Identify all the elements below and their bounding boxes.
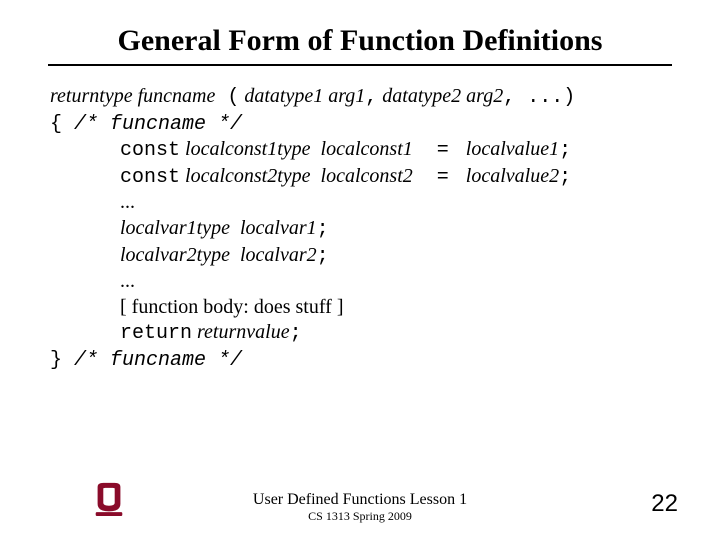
arg2: arg2 bbox=[461, 85, 503, 107]
funcname: funcname bbox=[133, 85, 216, 107]
page-number: 22 bbox=[651, 490, 678, 518]
arg1: arg1 bbox=[323, 85, 365, 107]
localvar2-line: localvar2type localvar2; bbox=[50, 243, 670, 270]
lv2-name: localvar2 bbox=[230, 244, 317, 266]
code-block: returntype funcname ( datatype1 arg1, da… bbox=[0, 66, 720, 374]
dots1: ... bbox=[50, 190, 670, 216]
slide: General Form of Function Definitions ret… bbox=[0, 0, 720, 540]
lv2-type: localvar2type bbox=[120, 244, 230, 266]
const2-type: localconst2type bbox=[180, 165, 311, 187]
return-semi: ; bbox=[290, 322, 302, 345]
localvar1-line: localvar1type localvar1; bbox=[50, 216, 670, 243]
const1-name: localconst1 bbox=[311, 138, 413, 160]
const2-name: localconst2 bbox=[311, 165, 413, 187]
body-stmt: [ function body: does stuff ] bbox=[50, 295, 670, 321]
lv1-semi: ; bbox=[317, 218, 329, 241]
footer: User Defined Functions Lesson 1 CS 1313 … bbox=[0, 491, 720, 524]
const1-line: const localconst1type localconst1 = loca… bbox=[50, 137, 670, 164]
comment-close: /* funcname */ bbox=[62, 349, 242, 372]
lv1-name: localvar1 bbox=[230, 217, 317, 239]
const1-eq: = bbox=[413, 139, 461, 162]
dots2: ... bbox=[50, 269, 670, 295]
return-val: returnvalue bbox=[192, 321, 290, 343]
open-brace: { bbox=[50, 113, 62, 136]
footer-line2: CS 1313 Spring 2009 bbox=[0, 509, 720, 524]
comment-open: /* funcname */ bbox=[62, 113, 242, 136]
const-kw: const bbox=[120, 139, 180, 162]
const2-eq: = bbox=[413, 166, 461, 189]
returntype: returntype bbox=[50, 85, 133, 107]
comma1: , bbox=[365, 86, 377, 109]
return-line: return returnvalue; bbox=[50, 320, 670, 347]
lv1-type: localvar1type bbox=[120, 217, 230, 239]
const1-type: localconst1type bbox=[180, 138, 311, 160]
footer-line1: User Defined Functions Lesson 1 bbox=[0, 491, 720, 509]
paren-open: ( bbox=[215, 86, 239, 109]
close-brace: } bbox=[50, 349, 62, 372]
const-kw: const bbox=[120, 166, 180, 189]
signature-line: returntype funcname ( datatype1 arg1, da… bbox=[50, 84, 670, 111]
return-kw: return bbox=[120, 322, 192, 345]
const1-val: localvalue1 bbox=[461, 138, 559, 160]
const2-semi: ; bbox=[559, 166, 571, 189]
close-brace-line: } /* funcname */ bbox=[50, 347, 670, 374]
const1-semi: ; bbox=[559, 139, 571, 162]
slide-title: General Form of Function Definitions bbox=[0, 0, 720, 64]
datatype1: datatype1 bbox=[239, 85, 323, 107]
datatype2: datatype2 bbox=[377, 85, 461, 107]
const2-val: localvalue2 bbox=[461, 165, 559, 187]
const2-line: const localconst2type localconst2 = loca… bbox=[50, 164, 670, 191]
open-brace-line: { /* funcname */ bbox=[50, 111, 670, 138]
paren-rest: ...) bbox=[515, 86, 575, 109]
comma2: , bbox=[503, 86, 515, 109]
lv2-semi: ; bbox=[317, 245, 329, 268]
